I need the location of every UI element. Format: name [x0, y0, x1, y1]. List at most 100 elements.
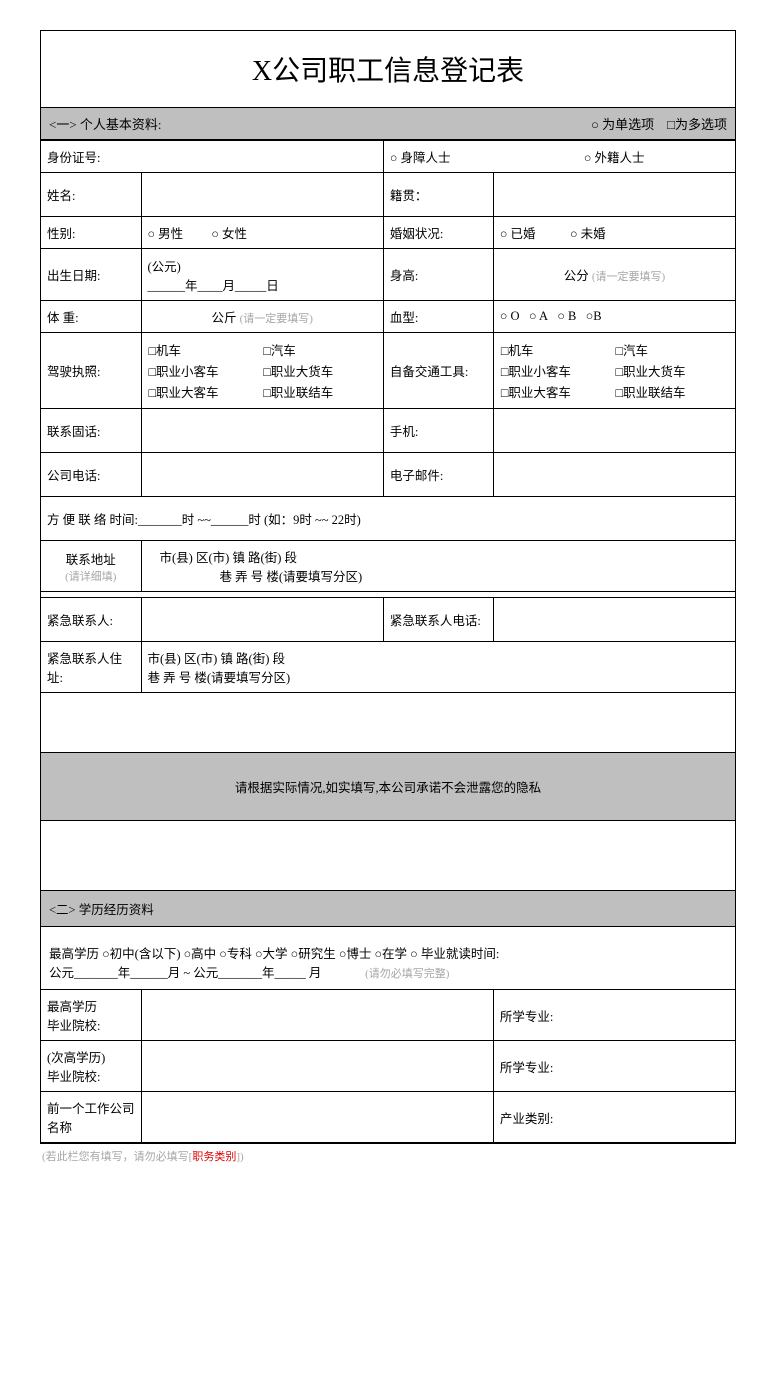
industry-label: 产业类别:: [500, 1112, 553, 1126]
ot-1[interactable]: □机车: [501, 344, 534, 358]
industry-cell[interactable]: 产业类别:: [493, 1092, 735, 1143]
last-company-value[interactable]: [141, 1092, 493, 1143]
section2-header: <二> 学历经历资料: [41, 891, 735, 927]
blood-label: 血型:: [383, 301, 493, 333]
last-company-label: 前一个工作公司名称: [41, 1092, 141, 1143]
disabled-option[interactable]: ○ 身障人士: [383, 141, 493, 173]
unmarried-option[interactable]: ○ 未婚: [570, 227, 606, 241]
married-option[interactable]: ○ 已婚: [500, 227, 536, 241]
emergency-phone-value[interactable]: [493, 598, 735, 642]
weight-cell[interactable]: 公斤 (请一定要填写): [141, 301, 383, 333]
addr-line2: 巷 弄 号 楼(请要填写分区): [160, 566, 730, 585]
major1-cell[interactable]: 所学专业:: [493, 990, 735, 1041]
phone-home-value[interactable]: [141, 409, 383, 453]
weight-unit: 公斤: [211, 311, 236, 325]
school1-label: 最高学历 毕业院校:: [41, 990, 141, 1041]
address-label: 联系地址 (请详细填): [41, 541, 141, 592]
school2-value[interactable]: [141, 1041, 493, 1092]
em-line1: 市(县) 区(市) 镇 路(街) 段: [148, 648, 730, 667]
gender-male[interactable]: ○ 男性: [148, 227, 184, 241]
email-label: 电子邮件:: [383, 453, 493, 497]
marital-options[interactable]: ○ 已婚 ○ 未婚: [493, 217, 735, 249]
lic-3[interactable]: □职业小客车: [149, 365, 219, 379]
emergency-value[interactable]: [141, 598, 383, 642]
foreign-option[interactable]: ○ 外籍人士: [493, 141, 735, 173]
contact-time[interactable]: 方 便 联 络 时间:_______时 ~~______时 (如：9时 ~~ 2…: [41, 497, 735, 541]
foot2: 职务类别: [192, 1151, 236, 1163]
edu-time: 公元_______年______月 ~ 公元_______年_____ 月: [49, 966, 321, 980]
blood-options[interactable]: ○ O ○ A ○ B ○B: [493, 301, 735, 333]
spacer2: [41, 821, 735, 891]
weight-hint: (请一定要填写): [240, 313, 313, 325]
native-label: 籍贯：: [383, 173, 493, 217]
marital-label: 婚姻状况:: [383, 217, 493, 249]
ot-5[interactable]: □职业大客车: [501, 386, 571, 400]
ot-2[interactable]: □汽车: [615, 344, 648, 358]
height-hint: (请一定要填写): [592, 271, 665, 283]
lic-6[interactable]: □职业联结车: [263, 386, 333, 400]
birth-value[interactable]: (公元) ______年____月_____日: [141, 249, 383, 301]
name-value[interactable]: [141, 173, 383, 217]
footer-note: (若此栏您有填写，请勿必填写[职务类别]): [40, 1144, 736, 1168]
own-trans-options[interactable]: □机车 □汽车 □职业小客车 □职业大货车 □职业大客车 □职业联结车: [493, 333, 735, 409]
height-unit: 公分: [564, 269, 589, 283]
edu-hint: (请勿必填写完整): [365, 968, 449, 980]
major2-label: 所学专业:: [500, 1061, 553, 1075]
mobile-value[interactable]: [493, 409, 735, 453]
phone-home-label: 联系固话:: [41, 409, 141, 453]
blood-o[interactable]: ○ O: [500, 309, 520, 323]
emergency-addr-label: 紧急联系人住址:: [41, 642, 141, 693]
own-trans-label: 自备交通工具:: [383, 333, 493, 409]
ot-3[interactable]: □职业小客车: [501, 365, 571, 379]
blood-a[interactable]: ○ A: [529, 309, 548, 323]
address-hint: (请详细填): [47, 568, 135, 584]
company-phone-value[interactable]: [141, 453, 383, 497]
mobile-label: 手机:: [383, 409, 493, 453]
legend: ○ 为单选项 □为多选项: [591, 114, 727, 133]
form-container: X公司职工信息登记表 <一> 个人基本资料: ○ 为单选项 □为多选项 身份证号…: [40, 30, 736, 1144]
emergency-addr-value[interactable]: 市(县) 区(市) 镇 路(街) 段 巷 弄 号 楼(请要填写分区): [141, 642, 735, 693]
ot-4[interactable]: □职业大货车: [615, 365, 685, 379]
legend-multi: □为多选项: [667, 117, 727, 132]
emergency-phone-label: 紧急联系人电话:: [383, 598, 493, 642]
lic-5[interactable]: □职业大客车: [149, 386, 219, 400]
spacer1: [41, 693, 735, 753]
license-options[interactable]: □机车 □汽车 □职业小客车 □职业大货车 □职业大客车 □职业联结车: [141, 333, 383, 409]
major2-cell[interactable]: 所学专业:: [493, 1041, 735, 1092]
addr-line1: 市(县) 区(市) 镇 路(街) 段: [160, 547, 730, 566]
email-value[interactable]: [493, 453, 735, 497]
company-phone-label: 公司电话:: [41, 453, 141, 497]
foot1: (若此栏您有填写，请勿必填写[: [42, 1151, 192, 1163]
foot3: ]): [236, 1151, 243, 1163]
native-value[interactable]: [493, 173, 735, 217]
license-label: 驾驶执照:: [41, 333, 141, 409]
weight-label: 体 重:: [41, 301, 141, 333]
legend-single: ○ 为单选项: [591, 117, 654, 132]
section1-table: 身份证号: ○ 身障人士 ○ 外籍人士 姓名: 籍贯： 性别: ○ 男性 ○ 女…: [41, 140, 735, 1143]
lic-1[interactable]: □机车: [149, 344, 182, 358]
edu-time-row: 公元_______年______月 ~ 公元_______年_____ 月 (请…: [49, 962, 727, 981]
gender-label: 性别:: [41, 217, 141, 249]
section1-header: <一> 个人基本资料: ○ 为单选项 □为多选项: [41, 108, 735, 140]
blood-b[interactable]: ○ B: [557, 309, 576, 323]
height-cell[interactable]: 公分 (请一定要填写): [493, 249, 735, 301]
major1-label: 所学专业:: [500, 1010, 553, 1024]
height-label: 身高:: [383, 249, 493, 301]
edu-line: 最高学历 ○初中(含以下) ○高中 ○专科 ○大学 ○研究生 ○博士 ○在学 ○…: [49, 943, 727, 962]
emergency-label: 紧急联系人:: [41, 598, 141, 642]
lic-2[interactable]: □汽车: [263, 344, 296, 358]
address-text: 联系地址: [47, 549, 135, 568]
id-label: 身份证号:: [41, 141, 383, 173]
em-line2: 巷 弄 号 楼(请要填写分区): [148, 667, 730, 686]
gender-options[interactable]: ○ 男性 ○ 女性: [141, 217, 383, 249]
name-label: 姓名:: [41, 173, 141, 217]
privacy-note: 请根据实际情况,如实填写,本公司承诺不会泄露您的隐私: [41, 753, 735, 821]
blood-b2[interactable]: ○B: [586, 309, 602, 323]
gender-female[interactable]: ○ 女性: [211, 227, 247, 241]
education-options[interactable]: 最高学历 ○初中(含以下) ○高中 ○专科 ○大学 ○研究生 ○博士 ○在学 ○…: [41, 927, 735, 990]
ot-6[interactable]: □职业联结车: [615, 386, 685, 400]
address-value[interactable]: 市(县) 区(市) 镇 路(街) 段 巷 弄 号 楼(请要填写分区): [141, 541, 735, 592]
school2-label: (次高学历) 毕业院校:: [41, 1041, 141, 1092]
lic-4[interactable]: □职业大货车: [263, 365, 333, 379]
school1-value[interactable]: [141, 990, 493, 1041]
